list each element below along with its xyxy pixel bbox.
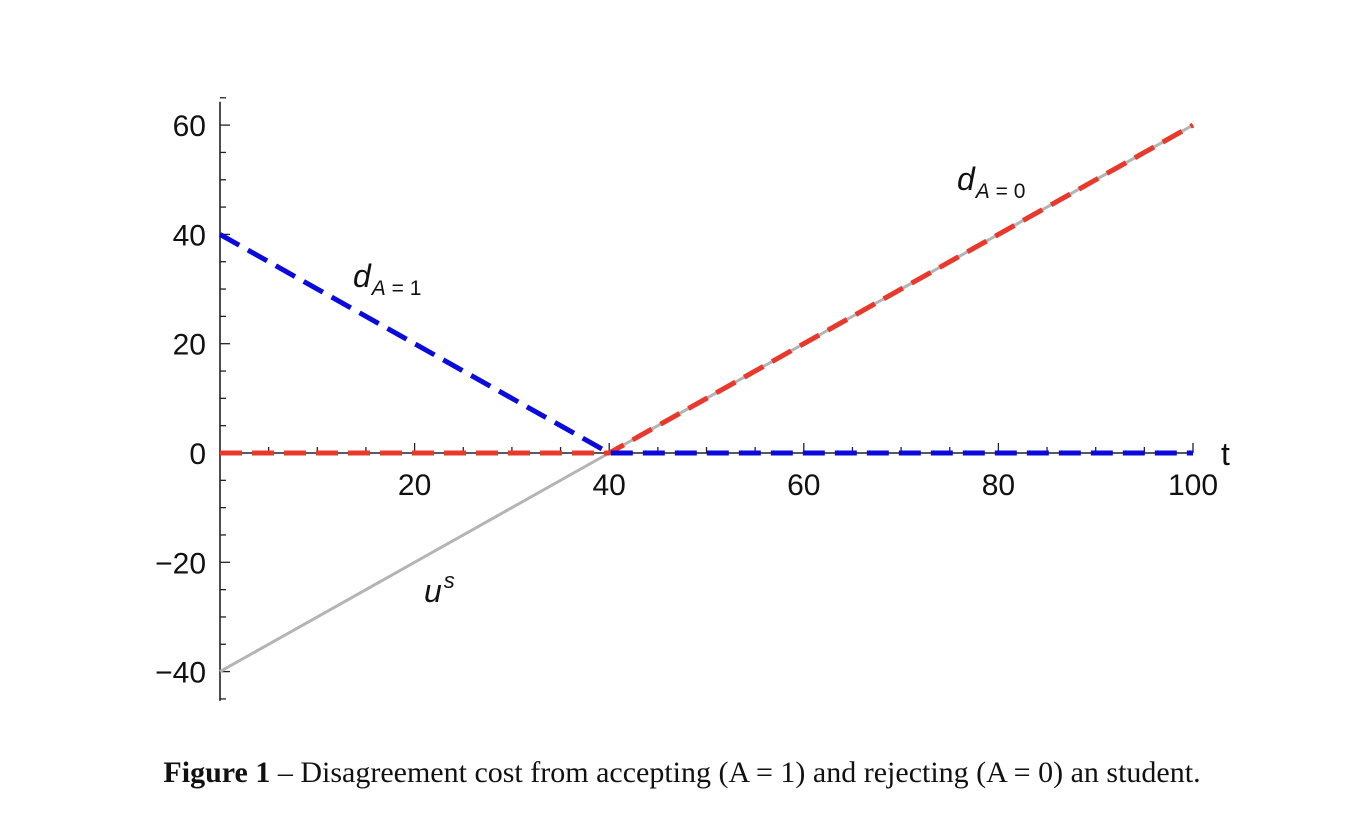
series-lines [218, 122, 1195, 673]
figure-caption: Figure 1 – Disagreement cost from accept… [0, 756, 1364, 790]
x-axis-label: t [1221, 436, 1230, 472]
x-tick-label: 20 [398, 469, 431, 502]
series-line-1 [220, 122, 1195, 456]
series-label-1: dA = 0 [957, 161, 1025, 203]
x-tick-label: 40 [593, 469, 626, 502]
y-tick-label: 60 [173, 110, 206, 143]
x-tick-label: 60 [787, 469, 820, 502]
figure-number: Figure 1 [163, 756, 271, 789]
series-labels: us dA = 0 dA = 1 [353, 161, 1025, 609]
y-tick-label: 20 [173, 329, 206, 362]
series-label-0: us [424, 568, 455, 609]
x-tick-label: 100 [1168, 469, 1218, 502]
y-tick-label: −20 [155, 547, 206, 580]
caption-text: – Disagreement cost from accepting (A = … [270, 756, 1201, 789]
y-tick-label: 40 [173, 219, 206, 252]
x-tick-label: 80 [982, 469, 1015, 502]
y-tick-label: −40 [155, 657, 206, 690]
y-tick-label: 0 [189, 438, 206, 471]
series-label-2: dA = 1 [353, 258, 421, 300]
series-line-2 [218, 232, 1193, 456]
